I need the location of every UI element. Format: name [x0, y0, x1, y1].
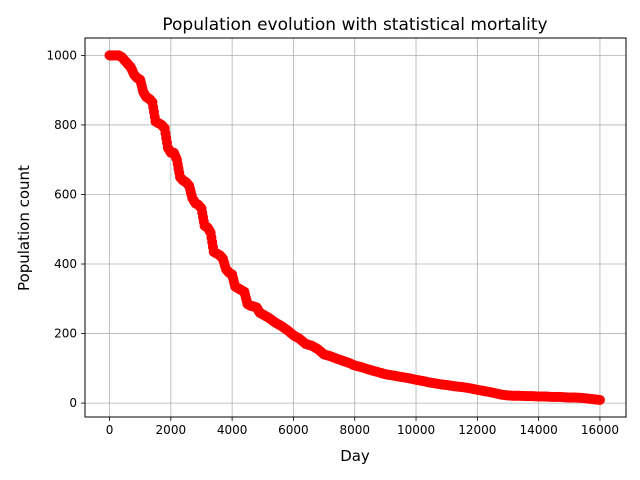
- x-tick-label: 12000: [458, 423, 496, 437]
- x-tick-label: 8000: [339, 423, 370, 437]
- plot-frame: [84, 37, 627, 418]
- x-tick-label: 6000: [278, 423, 309, 437]
- y-tick-label: 600: [54, 187, 77, 201]
- y-tick-label: 200: [54, 327, 77, 341]
- x-axis-label: Day: [340, 447, 370, 465]
- grid: [85, 38, 626, 417]
- data-points: [104, 50, 605, 405]
- x-tick-label: 0: [106, 423, 114, 437]
- chart-title: Population evolution with statistical mo…: [162, 15, 547, 35]
- x-tick-label: 2000: [156, 423, 187, 437]
- x-tick-label: 4000: [217, 423, 248, 437]
- x-tick-label: 16000: [581, 423, 619, 437]
- x-tick-label: 10000: [397, 423, 435, 437]
- y-tick-label: 800: [54, 118, 77, 132]
- y-axis-label: Population count: [15, 165, 33, 291]
- y-tick-label: 400: [54, 257, 77, 271]
- y-tick-label: 0: [69, 396, 77, 410]
- data-point: [594, 394, 605, 405]
- x-tick-label: 14000: [520, 423, 558, 437]
- y-tick-label: 1000: [46, 48, 77, 62]
- axis-ticks: 0 2000 4000 6000 8000 10000 12000 14000 16000 0 20…: [46, 48, 619, 437]
